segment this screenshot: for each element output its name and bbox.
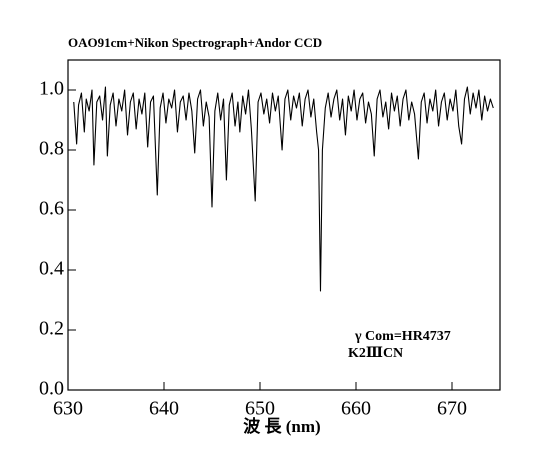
y-tick-label: 1.0 bbox=[39, 78, 64, 100]
y-tick-label: 0.0 bbox=[39, 378, 64, 400]
plot-frame bbox=[67, 59, 501, 391]
annotation: γ Com=HR4737 bbox=[354, 329, 451, 344]
spectrum-line bbox=[73, 86, 494, 292]
y-tick-label: 0.6 bbox=[39, 198, 64, 220]
annotation: K2ⅢCN bbox=[348, 346, 403, 361]
x-axis-label: 波 長 (nm) bbox=[243, 416, 320, 436]
chart-title: OAO91cm+Nikon Spectrograph+Andor CCD bbox=[68, 35, 322, 50]
y-tick-label: 0.8 bbox=[39, 138, 64, 160]
x-tick-label: 640 bbox=[149, 398, 179, 420]
y-tick-label: 0.4 bbox=[39, 258, 64, 280]
x-tick-label: 650 bbox=[245, 398, 275, 420]
y-tick-label: 0.2 bbox=[39, 318, 64, 340]
x-tick-label: 670 bbox=[437, 398, 467, 420]
x-tick-label: 660 bbox=[341, 398, 371, 420]
x-tick-label: 630 bbox=[53, 398, 83, 420]
